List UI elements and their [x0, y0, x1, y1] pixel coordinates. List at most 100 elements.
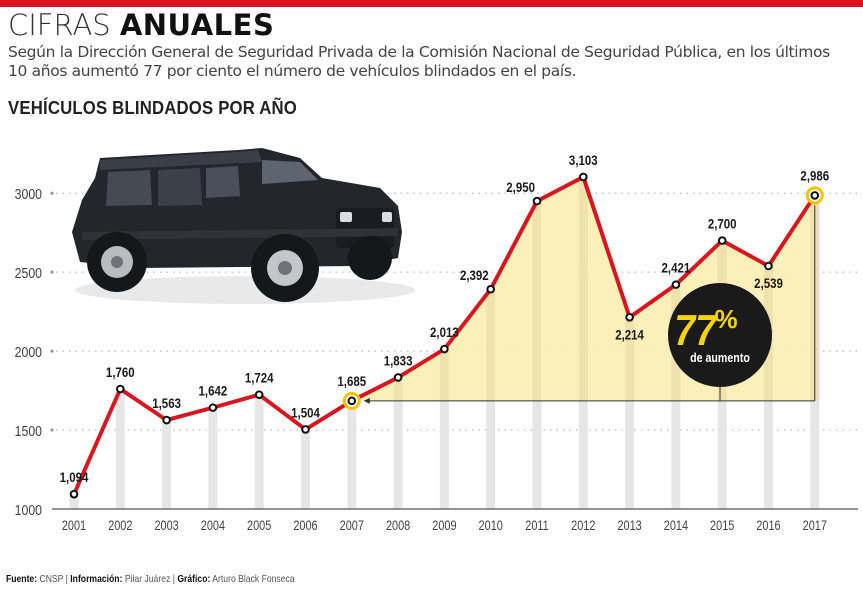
x-tick-label-2002: 2002: [108, 518, 132, 534]
data-label-2007: 1,685: [337, 373, 366, 389]
year-bar-2009: [439, 349, 449, 509]
title-light: CIFRAS: [8, 8, 111, 42]
x-tick-label-2004: 2004: [201, 518, 225, 534]
data-point-2014: [671, 280, 681, 289]
credits-footer: Fuente: CNSP | Información: Pilar Juárez…: [6, 573, 295, 585]
data-point-2012: [579, 172, 588, 182]
callout-circle: [668, 283, 772, 387]
x-tick-label-2014: 2014: [664, 518, 688, 534]
axes: 1000 1500 2000 2500 3000 2001 2002 2003 2004 2005…: [15, 186, 858, 533]
callout-percent-sign: %: [714, 304, 737, 334]
data-label-2002: 1,760: [106, 364, 135, 380]
separator-1: |: [65, 573, 68, 585]
year-bar-2008: [393, 377, 403, 509]
subtitle: Según la Dirección General de Seguridad …: [8, 43, 858, 81]
subtitle-line-1: Según la Dirección General de Seguridad …: [8, 43, 830, 61]
shaded-bar-2012: [578, 176, 588, 401]
shaded-bar-2013: [625, 317, 635, 401]
year-bar-2005: [254, 394, 264, 509]
shaded-bar-2011: [532, 201, 542, 401]
page-title: CIFRAS ANUALES: [8, 8, 274, 42]
shaded-bar-2008: [393, 377, 403, 401]
range-bracket: [363, 205, 816, 404]
year-bar-2006: [301, 429, 310, 509]
bracket-arrow-icon: [363, 397, 370, 404]
x-tick-label-2009: 2009: [432, 518, 456, 534]
data-point-2007: [347, 396, 357, 406]
year-bar-2001: [69, 494, 79, 509]
data-point-2017: [810, 191, 820, 200]
gridlines: [50, 191, 858, 432]
year-bar-2003: [162, 420, 172, 509]
data-point-2003: [162, 415, 171, 425]
data-point-2015: [717, 236, 727, 245]
y-tick-label-1000: 1000: [15, 502, 43, 518]
data-label-2004: 1,642: [199, 383, 228, 399]
data-point-2006: [301, 425, 310, 434]
x-tick-label-2006: 2006: [293, 518, 317, 534]
data-point-2005: [254, 390, 264, 399]
data-label-2013: 2,214: [615, 326, 645, 342]
graphic-value: Arturo Black Fonseca: [212, 573, 295, 585]
data-label-2011: 2,950: [506, 179, 535, 195]
data-label-2008: 1,833: [384, 352, 413, 368]
x-tick-label-2005: 2005: [247, 518, 271, 534]
callout-percent-number: 77: [674, 305, 718, 355]
data-label-2009: 2,013: [430, 324, 459, 340]
y-tick-label-1500: 1500: [15, 423, 43, 439]
data-point-2001: [69, 489, 79, 499]
separator-2: |: [172, 573, 175, 585]
x-tick-label-2013: 2013: [617, 518, 641, 534]
callout-caption: de aumento: [690, 350, 750, 365]
data-label-2005: 1,724: [245, 370, 275, 386]
data-point-2011: [532, 196, 542, 206]
data-label-2001: 1,094: [60, 469, 90, 485]
chart-title: VEHÍCULOS BLINDADOS POR AÑO: [8, 98, 297, 118]
x-tick-label-2010: 2010: [479, 518, 503, 534]
x-tick-label-2001: 2001: [62, 518, 86, 534]
year-bar-2004: [208, 407, 218, 509]
armored-vehicle-image: [72, 148, 415, 304]
x-tick-label-2007: 2007: [340, 518, 364, 534]
x-tick-label-2011: 2011: [525, 518, 548, 534]
x-tick-label-2015: 2015: [710, 518, 734, 534]
data-point-2004: [208, 403, 218, 412]
shaded-bar-2009: [439, 349, 449, 401]
gridline-dot-start: [50, 270, 54, 274]
data-point-2010: [486, 284, 496, 294]
data-label-2003: 1,563: [152, 395, 181, 411]
data-point-2009: [440, 344, 449, 354]
data-point-2008: [393, 373, 403, 382]
info-label: Información:: [70, 573, 123, 585]
x-tick-label-2017: 2017: [803, 518, 827, 534]
y-tick-label-2500: 2500: [15, 265, 43, 281]
data-labels: 1,094 1,760 1,563 1,642 1,724 1,504 1,685 1,833…: [60, 152, 830, 486]
shaded-bar-2010: [486, 289, 496, 401]
year-bar-2002: [115, 388, 125, 509]
graphic-label: Gráfico:: [177, 573, 211, 585]
gridline-dot-start: [50, 349, 54, 353]
gridline-dot-start: [50, 191, 54, 195]
data-point-2002: [116, 384, 125, 394]
source-value: CNSP: [39, 573, 64, 585]
data-label-2010: 2,392: [460, 267, 489, 283]
x-tick-label-2012: 2012: [571, 518, 595, 534]
data-label-2014: 2,421: [662, 260, 691, 276]
data-point-2016: [764, 261, 773, 271]
year-bar-2007: [347, 400, 357, 509]
title-bold: ANUALES: [119, 8, 275, 42]
data-point-2013: [625, 313, 634, 322]
data-label-2017: 2,986: [800, 167, 829, 183]
data-label-2006: 1,504: [291, 404, 321, 420]
data-label-2016: 2,539: [754, 275, 783, 291]
source-label: Fuente:: [6, 573, 38, 585]
x-tick-label-2016: 2016: [756, 518, 780, 534]
info-value: Pilar Juárez: [124, 573, 171, 585]
y-tick-label-2000: 2000: [15, 344, 43, 360]
gridline-dot-start: [50, 428, 54, 432]
y-tick-label-3000: 3000: [15, 186, 43, 202]
top-accent-bar: [0, 0, 863, 7]
data-points: [69, 172, 824, 499]
x-tick-label-2003: 2003: [154, 518, 178, 534]
